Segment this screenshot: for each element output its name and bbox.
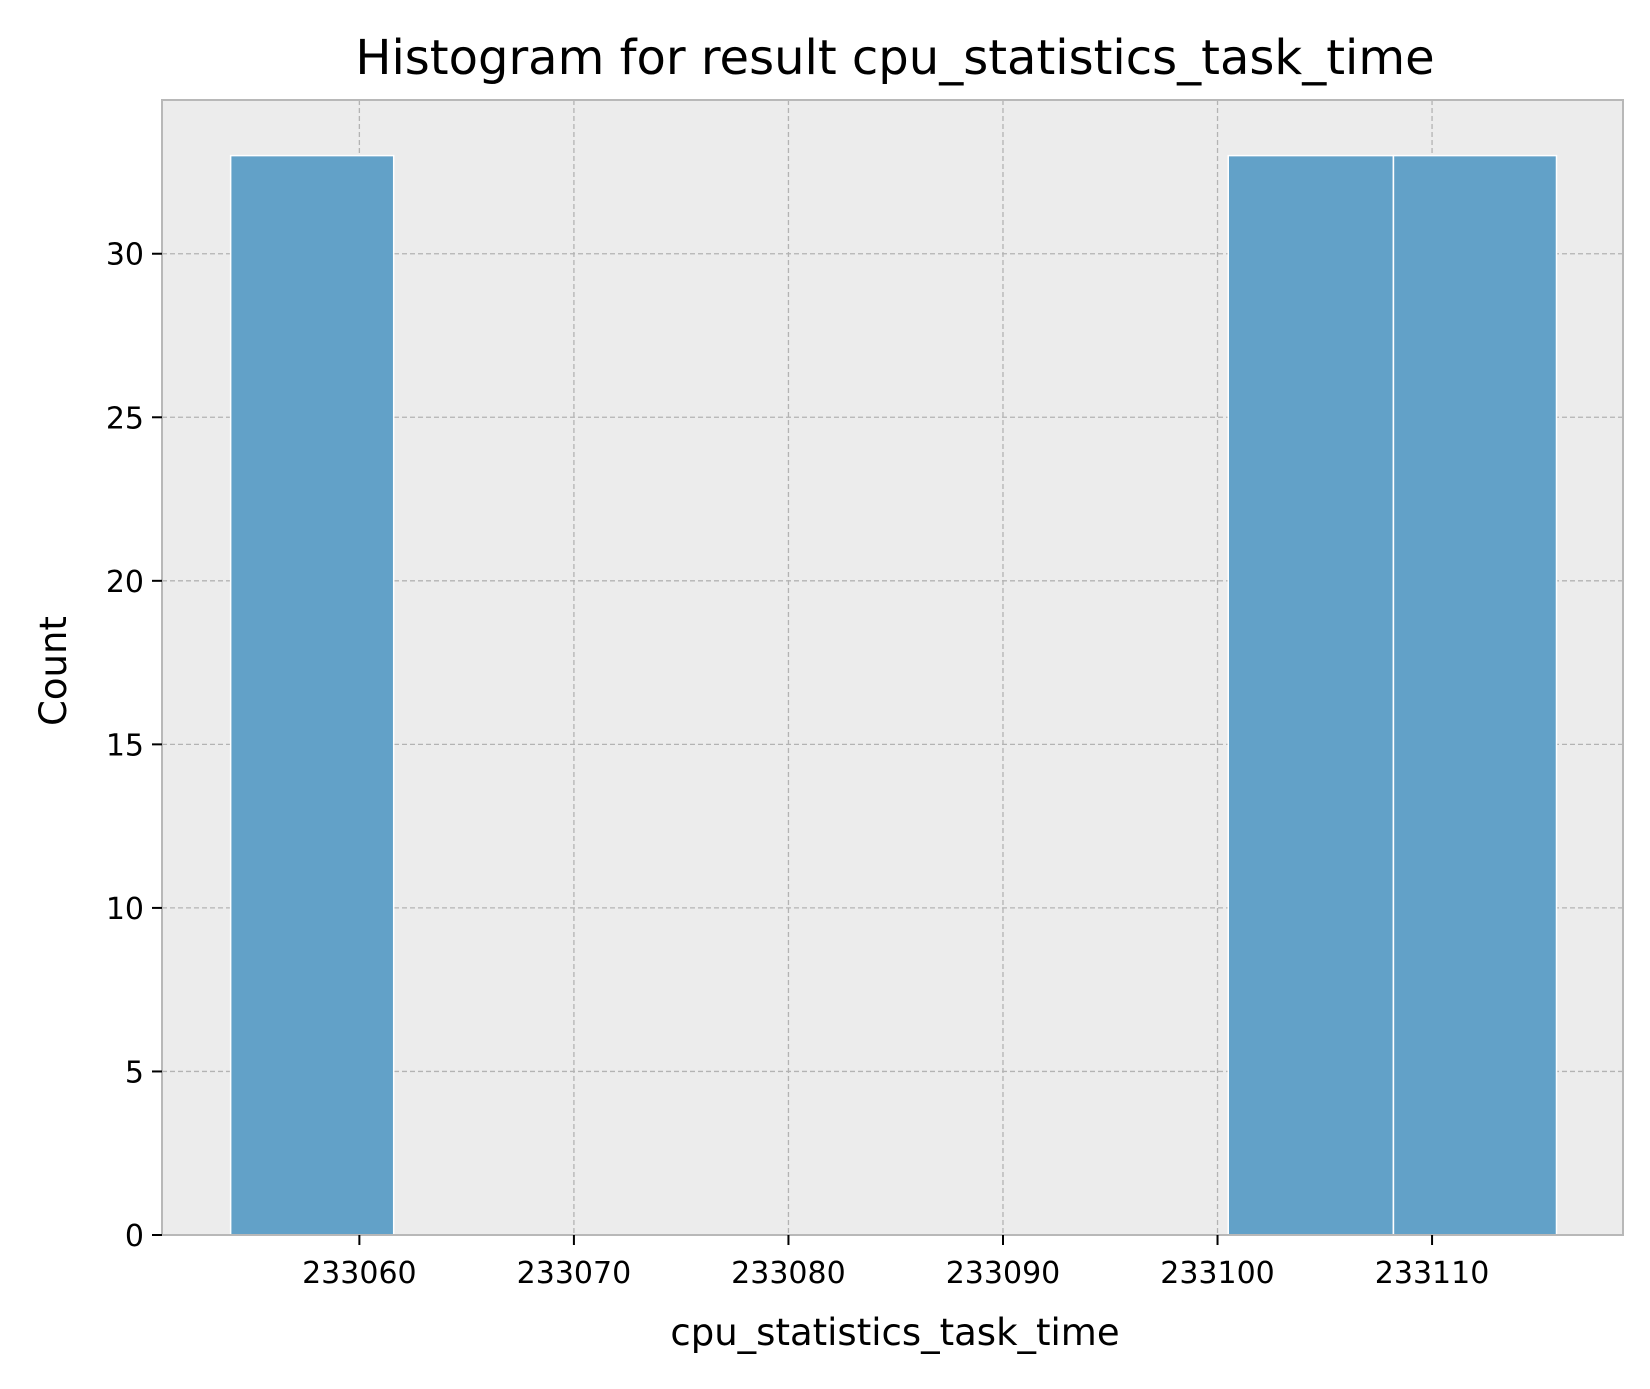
x-tick-label: 233110 [1375, 1256, 1490, 1291]
y-tick-label: 10 [106, 892, 144, 927]
y-axis-label: Count [32, 616, 75, 726]
x-tick-label: 233090 [946, 1256, 1061, 1291]
histogram-bar [229, 154, 395, 1236]
x-axis-label: cpu_statistics_task_time [670, 1311, 1119, 1354]
y-tick-label: 25 [106, 401, 144, 436]
y-tick-label: 5 [125, 1055, 144, 1090]
x-tick-label: 233100 [1160, 1256, 1275, 1291]
plot-area-frame [161, 99, 1624, 1236]
x-tick-label: 233080 [731, 1256, 846, 1291]
y-axis-ticks: 0 5 10 15 20 25 30 [106, 238, 162, 1254]
y-tick-label: 20 [106, 565, 144, 600]
x-tick-label: 233070 [517, 1256, 632, 1291]
y-tick-label: 15 [106, 728, 144, 763]
y-tick-label: 0 [125, 1219, 144, 1254]
x-tick-label: 233060 [302, 1256, 417, 1291]
histogram-bar [1227, 154, 1395, 1236]
histogram-bar [1392, 154, 1558, 1236]
histogram-bars [229, 154, 1558, 1236]
chart-title: Histogram for result cpu_statistics_task… [355, 30, 1434, 86]
y-tick-label: 30 [106, 238, 144, 273]
x-axis-ticks: 233060 233070 233080 233090 233100 233110 [302, 1235, 1489, 1291]
